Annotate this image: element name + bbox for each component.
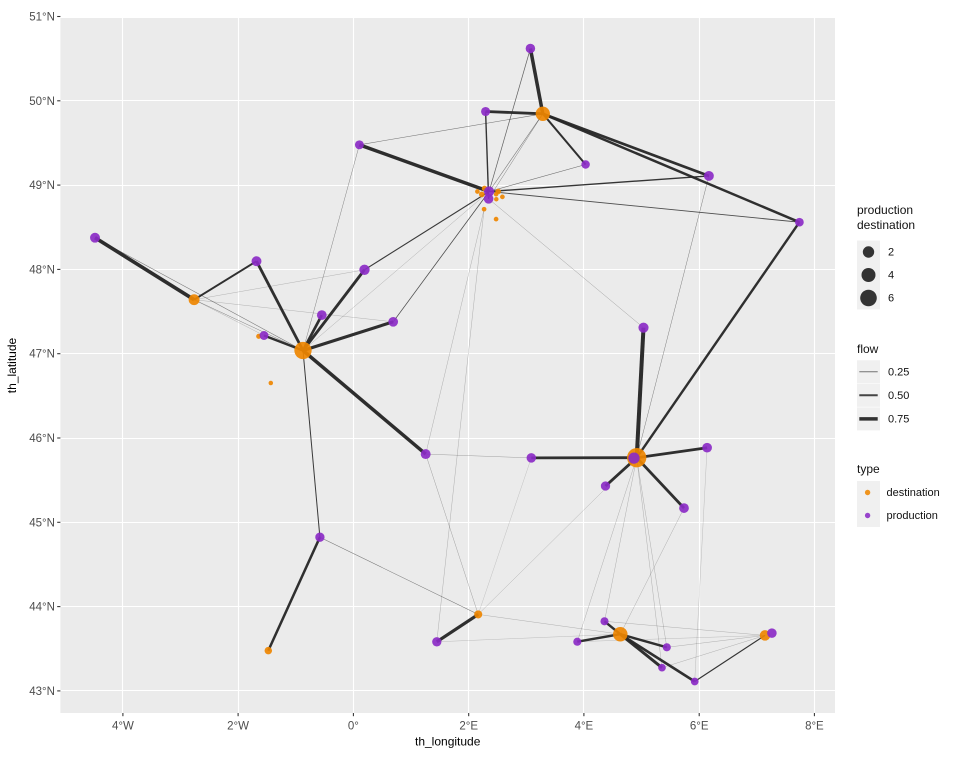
svg-text:destination: destination [887, 487, 940, 499]
svg-text:47°N: 47°N [29, 349, 55, 361]
svg-text:production: production [887, 510, 938, 522]
svg-text:4°E: 4°E [575, 721, 594, 733]
svg-text:46°N: 46°N [29, 433, 55, 445]
svg-text:0.25: 0.25 [888, 366, 909, 378]
svg-text:4: 4 [888, 270, 894, 282]
svg-text:0.50: 0.50 [888, 390, 909, 402]
svg-text:4°W: 4°W [112, 721, 134, 733]
svg-text:production: production [857, 203, 913, 217]
svg-text:2°W: 2°W [227, 721, 249, 733]
svg-text:0.75: 0.75 [888, 413, 909, 425]
svg-text:2°E: 2°E [459, 721, 478, 733]
svg-text:8°E: 8°E [805, 721, 824, 733]
svg-text:51°N: 51°N [29, 12, 55, 24]
svg-text:43°N: 43°N [29, 686, 55, 698]
svg-text:48°N: 48°N [29, 264, 55, 276]
svg-text:0°: 0° [348, 721, 359, 733]
svg-text:th_latitude: th_latitude [5, 337, 19, 393]
svg-text:44°N: 44°N [29, 602, 55, 614]
svg-text:flow: flow [857, 342, 879, 356]
svg-text:destination: destination [857, 218, 915, 232]
svg-text:type: type [857, 462, 880, 476]
svg-text:49°N: 49°N [29, 180, 55, 192]
svg-text:45°N: 45°N [29, 517, 55, 529]
svg-text:6°E: 6°E [690, 721, 709, 733]
svg-text:th_longitude: th_longitude [415, 735, 481, 749]
svg-text:6: 6 [888, 293, 894, 305]
svg-text:50°N: 50°N [29, 96, 55, 108]
svg-text:2: 2 [888, 247, 894, 259]
